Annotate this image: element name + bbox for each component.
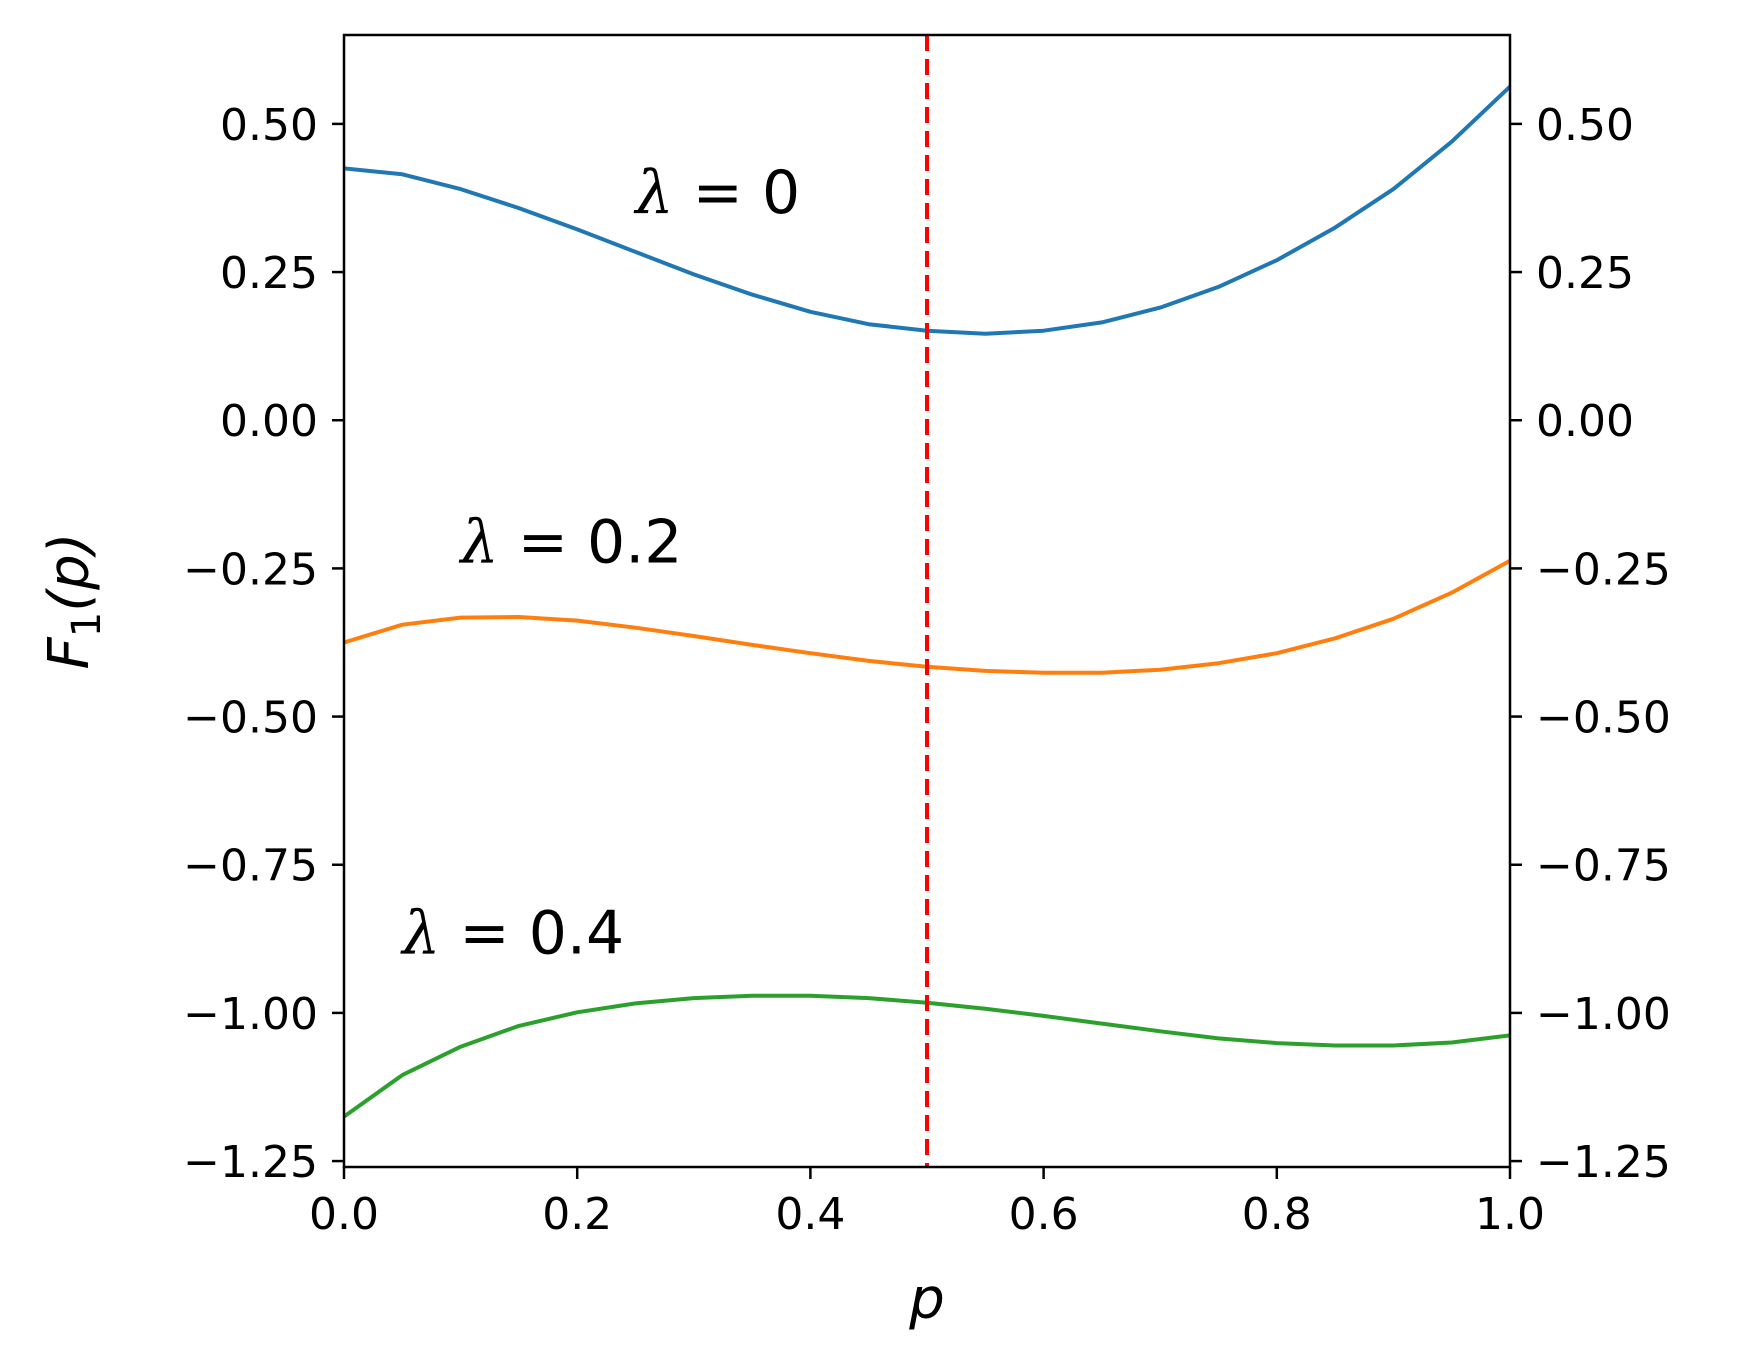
x-axis-ticks: 0.0 0.2 0.4 0.6 0.8 1.0 (309, 1167, 1545, 1240)
y-tick-label-right: 0.50 (1536, 100, 1634, 151)
y-tick-label-left: −1.25 (183, 1137, 318, 1188)
annotation-0: λ = 0 (634, 158, 801, 228)
y-tick-label-left: −0.25 (183, 544, 318, 595)
plot-content (342, 35, 1512, 1167)
y-axis-label-subscript: 1 (64, 612, 110, 637)
y-tick-label-left: 0.00 (220, 396, 318, 447)
y-tick-label-left: −0.75 (183, 841, 318, 892)
y-tick-label-right: −0.75 (1536, 841, 1671, 892)
x-tick-label: 0.6 (1009, 1189, 1079, 1240)
y-tick-label-right: 0.25 (1536, 248, 1634, 299)
y-axis-label-main: F (37, 636, 102, 669)
y-axis-ticks-left: 0.50 0.25 0.00 −0.25 −0.50 −0.75 −1.00 −1.25 (183, 100, 344, 1188)
annotation-2: λ = 0.4 (400, 899, 624, 969)
plot-frame (342, 33, 1512, 1169)
x-tick-label: 0.2 (542, 1189, 612, 1240)
annotation-1: λ = 0.2 (459, 507, 683, 577)
y-tick-label-right: −0.50 (1536, 693, 1671, 744)
curve-annotations: λ = 0 λ = 0.2 λ = 0.4 (400, 158, 800, 969)
x-axis-label: p (908, 1267, 945, 1332)
y-tick-label-right: 0.00 (1536, 396, 1634, 447)
y-tick-label-right: −0.25 (1536, 544, 1671, 595)
x-tick-label: 0.8 (1242, 1189, 1312, 1240)
y-axis-label-arg: (p) (37, 533, 102, 612)
y-axis-label: F1(p) (37, 533, 110, 670)
y-tick-label-left: 0.25 (220, 248, 318, 299)
x-tick-label: 0.4 (775, 1189, 845, 1240)
x-tick-label: 0.0 (309, 1189, 379, 1240)
y-axis-ticks-right: 0.50 0.25 0.00 −0.25 −0.50 −0.75 −1.00 −1.25 (1510, 100, 1671, 1188)
y-tick-label-left: 0.50 (220, 100, 318, 151)
y-tick-label-left: −0.50 (183, 693, 318, 744)
y-tick-label-left: −1.00 (183, 989, 318, 1040)
y-tick-label-right: −1.25 (1536, 1137, 1671, 1188)
y-tick-label-right: −1.00 (1536, 989, 1671, 1040)
x-tick-label: 1.0 (1475, 1189, 1545, 1240)
